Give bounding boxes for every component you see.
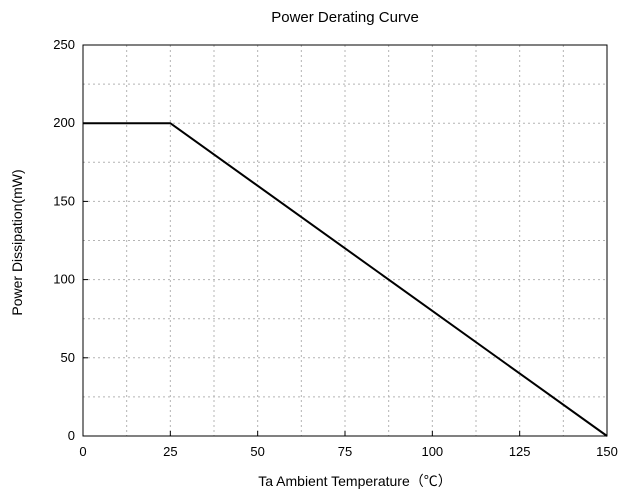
series-layer <box>83 122 608 437</box>
y-axis-title: Power Dissipation(mW) <box>9 169 25 315</box>
x-axis-title: Ta Ambient Temperature（℃） <box>258 473 452 489</box>
chart-title: Power Derating Curve <box>271 9 419 26</box>
axis-ticks: 0 25 50 75 100 125 150 0 50 100 150 200 250 <box>53 37 618 459</box>
y-tick-label: 250 <box>53 37 75 52</box>
x-tick-label: 125 <box>509 444 531 459</box>
y-tick-label: 100 <box>53 272 75 287</box>
x-tick-label: 50 <box>250 444 264 459</box>
x-tick-label: 75 <box>338 444 352 459</box>
x-tick-label: 25 <box>163 444 177 459</box>
y-tick-label: 50 <box>61 350 75 365</box>
grid-lines <box>83 45 607 436</box>
y-tick-label: 150 <box>53 193 75 208</box>
x-tick-label: 100 <box>421 444 443 459</box>
series-line-0 <box>83 122 608 437</box>
x-tick-label: 0 <box>79 444 86 459</box>
x-tick-label: 150 <box>596 444 618 459</box>
y-tick-label: 0 <box>68 428 75 443</box>
y-tick-label: 200 <box>53 115 75 130</box>
